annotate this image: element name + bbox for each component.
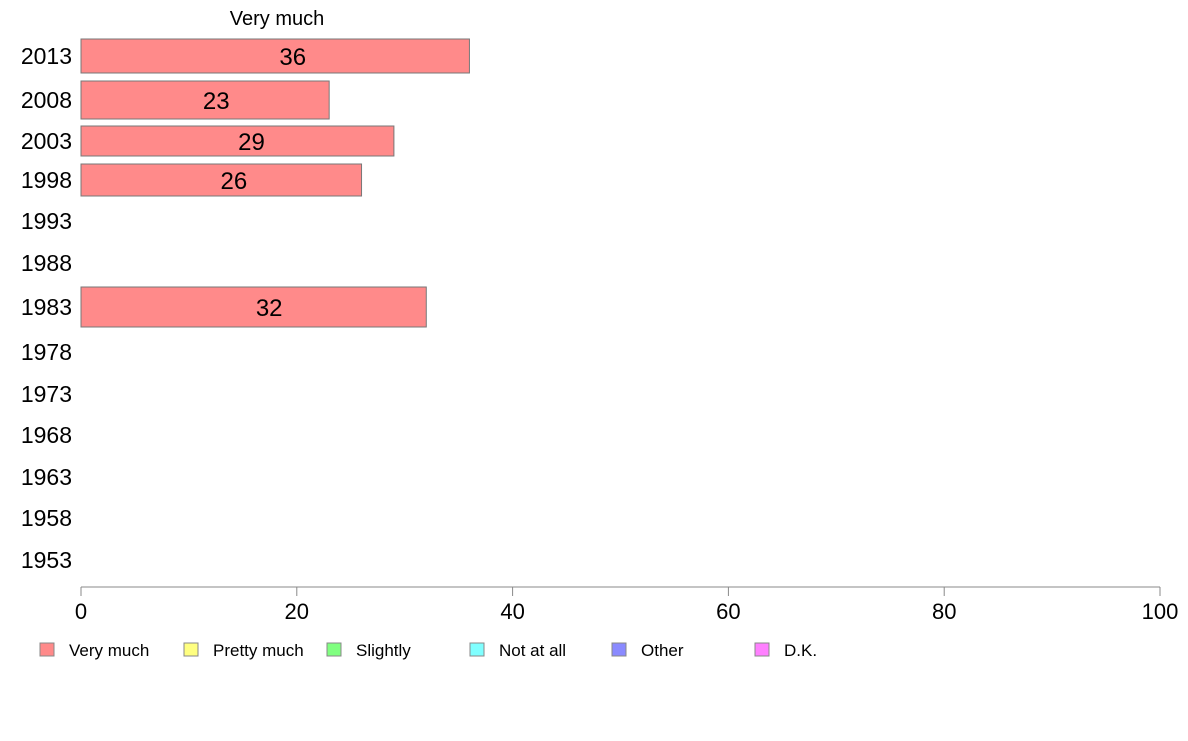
y-tick-label: 2003 — [21, 128, 72, 154]
y-tick-label: 1988 — [21, 250, 72, 276]
x-axis: 0 20 40 60 80 100 — [75, 586, 1179, 624]
bar-value-label: 36 — [279, 44, 306, 71]
x-tick-label: 100 — [1142, 599, 1179, 624]
bar — [80, 38, 470, 74]
y-tick-label: 1963 — [21, 464, 72, 490]
x-tick-label: 0 — [75, 599, 87, 624]
y-tick-label: 1953 — [21, 547, 72, 573]
y-tick-label: 1968 — [21, 422, 72, 448]
x-tick-label: 80 — [932, 599, 956, 624]
x-tick-label: 40 — [500, 599, 524, 624]
bars-group — [80, 38, 470, 328]
bar-value-label: 32 — [256, 295, 283, 322]
y-tick-label: 1993 — [21, 208, 72, 234]
y-tick-label: 2008 — [21, 87, 72, 113]
bar — [80, 80, 330, 120]
column-title: Very much — [230, 8, 324, 30]
data-labels: 36 23 29 26 32 — [203, 44, 306, 322]
y-axis-labels: 2013 2008 2003 1998 1993 1988 1983 1978 1973 1968… — [21, 43, 72, 573]
legend-swatch — [611, 642, 627, 657]
legend-swatch — [326, 642, 342, 657]
legend-label: Slightly — [356, 641, 411, 660]
legend-label: Not at all — [499, 641, 566, 660]
legend-label: Other — [641, 641, 684, 660]
x-tick-label: 20 — [285, 599, 309, 624]
y-tick-label: 1978 — [21, 339, 72, 365]
legend-swatch — [469, 642, 485, 657]
y-tick-label: 1973 — [21, 381, 72, 407]
y-tick-label: 1983 — [21, 294, 72, 320]
legend-label: D.K. — [784, 641, 817, 660]
x-tick-label: 60 — [716, 599, 740, 624]
y-tick-label: 1958 — [21, 505, 72, 531]
bar — [80, 286, 427, 328]
bar-value-label: 23 — [203, 88, 230, 115]
legend-swatch — [39, 642, 55, 657]
y-tick-label: 1998 — [21, 167, 72, 193]
legend-swatch — [754, 642, 770, 657]
bar-value-label: 29 — [238, 129, 265, 156]
legend: Very much Pretty much Slightly Not at all Ot… — [39, 641, 817, 660]
bar — [80, 163, 363, 197]
y-tick-label: 2013 — [21, 43, 72, 69]
legend-label: Very much — [69, 641, 149, 660]
legend-label: Pretty much — [213, 641, 304, 660]
bar-value-label: 26 — [221, 168, 248, 195]
legend-swatch — [183, 642, 199, 657]
bar — [80, 125, 395, 157]
